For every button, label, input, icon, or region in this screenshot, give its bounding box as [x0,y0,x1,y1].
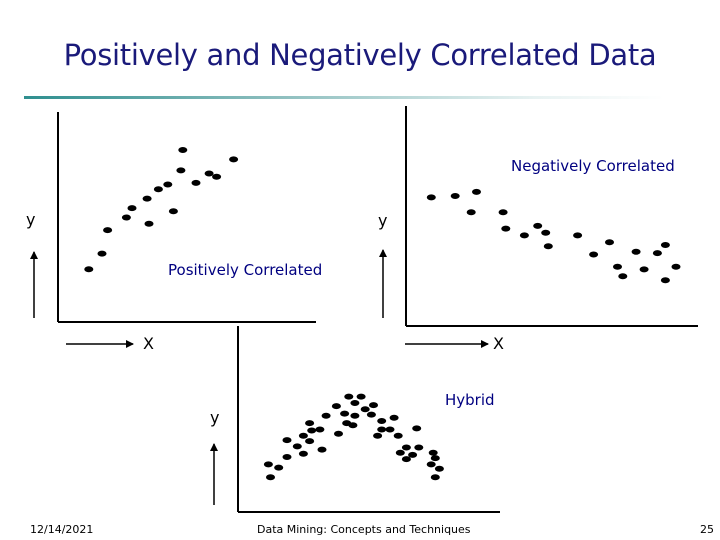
data-point [97,250,107,257]
data-point [204,170,214,177]
negative-correlated-points [426,188,681,284]
data-point [369,402,378,409]
data-point [292,443,302,450]
data-point [350,412,360,419]
slide-title: Positively and Negatively Correlated Dat… [63,38,657,72]
data-point [660,277,670,284]
data-point [428,449,438,456]
data-point [344,393,354,400]
data-point [412,425,422,432]
plot-frames [57,106,698,513]
data-point [671,263,681,270]
data-point [401,444,411,451]
data-point [127,205,137,212]
data-point [163,181,173,188]
footer-date: 12/14/2021 [30,523,94,536]
negatively-correlated-label: Negatively Correlated [511,157,675,175]
data-point [366,411,376,418]
data-point [498,209,508,216]
footer-course: Data Mining: Concepts and Techniques [257,523,471,536]
data-point [466,209,476,216]
data-point [350,400,360,406]
data-point [178,147,188,153]
data-point [393,432,403,439]
data-point [298,450,308,457]
data-point [317,446,327,453]
data-point [631,248,641,255]
x-axis-label-middle: X [493,334,504,353]
data-point [229,156,239,163]
data-point [168,208,178,215]
data-point [342,420,352,427]
data-point [389,414,399,421]
y-axis-label-left: y [26,210,36,229]
y-axis-label-middle: y [378,211,388,230]
data-point [298,432,308,439]
data-point [605,239,614,246]
hybrid-label: Hybrid [445,391,495,409]
data-point [331,403,341,410]
positively-correlated-label: Positively Correlated [168,261,323,279]
hybrid-points [263,393,444,481]
data-point [334,430,343,437]
data-point [401,456,411,463]
data-point [305,420,315,427]
data-point [315,426,325,433]
data-point [543,243,553,250]
data-point [414,444,424,451]
data-point [639,266,649,273]
data-point [589,251,599,258]
data-point [652,250,662,257]
data-point [430,474,440,481]
data-point [377,426,387,433]
data-point [618,273,628,280]
data-point [533,222,543,229]
data-point [434,465,444,472]
data-point [84,266,94,273]
data-point [191,179,201,186]
data-point [266,474,275,481]
data-point [282,437,292,444]
data-point [660,242,670,248]
data-point [153,186,163,193]
data-point [103,227,113,234]
data-point [472,188,481,195]
data-point [385,426,395,433]
data-point [274,464,284,471]
data-point [430,455,440,462]
data-point [541,229,551,236]
data-point [307,427,317,434]
data-point [282,454,292,460]
data-point [305,438,315,445]
data-point [144,220,154,227]
data-point [573,232,583,239]
data-point [408,451,418,458]
data-point [613,263,622,270]
positive-correlated-points [84,147,239,273]
data-point [377,418,387,424]
data-point [263,461,273,468]
data-point [176,167,186,174]
data-point [212,173,222,180]
data-point [340,410,350,417]
data-point [142,195,152,202]
data-point [519,232,529,239]
data-point [321,412,331,419]
data-point [426,461,436,468]
data-point [450,193,460,199]
x-axis-label-left: X [143,334,154,353]
data-point [395,449,405,456]
data-point [360,406,370,413]
data-point [356,393,366,400]
y-axis-label-hybrid: y [210,408,220,427]
data-point [121,214,131,221]
axis-arrows [30,249,489,505]
data-point [426,194,436,201]
data-point [501,225,511,232]
footer-page-number: 25 [700,523,714,536]
title-underline [24,96,664,99]
data-point [373,432,383,439]
